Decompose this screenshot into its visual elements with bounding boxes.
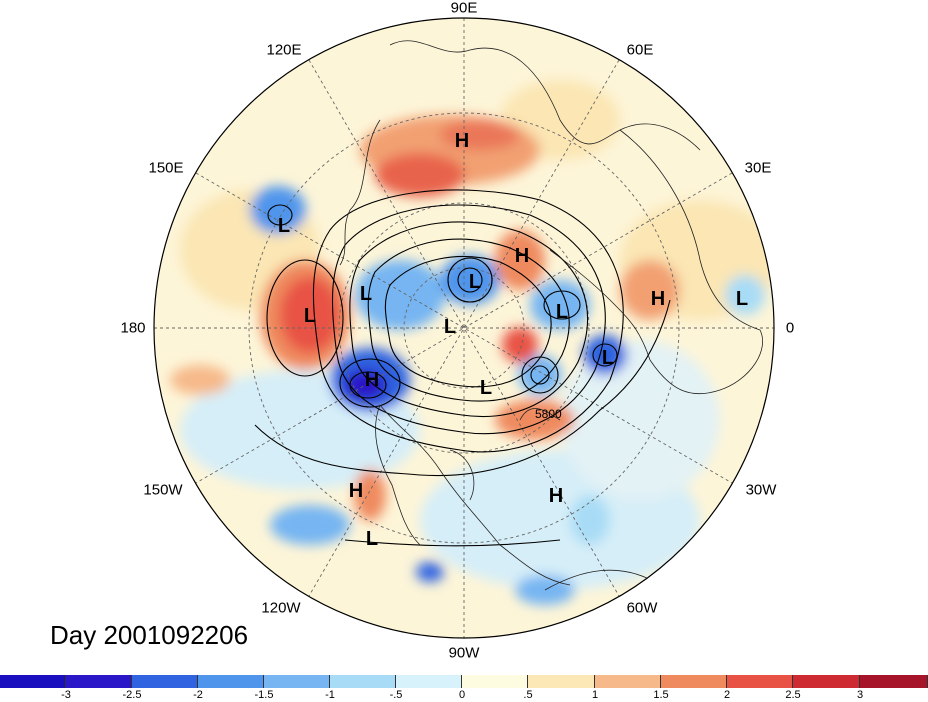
colorbar-tick-label: 3: [856, 689, 864, 701]
lon-label-60w: 60W: [626, 599, 658, 617]
lon-label-180: 180: [120, 319, 146, 337]
colorbar-tick-label: -1.5: [254, 689, 274, 701]
colorbar-swatch: [793, 675, 860, 688]
lon-label-120w: 120W: [261, 599, 301, 617]
colorbar-tick-label: 2: [723, 689, 731, 701]
lon-label-30e: 30E: [744, 159, 772, 177]
colorbar-swatch: [132, 675, 198, 688]
colorbar-tick-label: -3: [61, 689, 71, 701]
height-contours: [254, 189, 671, 547]
low-pressure-label: L: [304, 305, 316, 327]
colorbar-swatch: [462, 675, 528, 688]
high-pressure-label: H: [549, 485, 563, 507]
high-pressure-label: H: [365, 369, 379, 391]
low-pressure-label: L: [480, 377, 492, 399]
colorbar-swatch: [330, 675, 396, 688]
day-title: Day 2001092206: [50, 620, 249, 650]
colorbar-swatch: [396, 675, 462, 688]
low-pressure-label: L: [736, 288, 748, 310]
lon-label-150e: 150E: [148, 159, 184, 177]
high-pressure-label: H: [515, 245, 529, 267]
graticule: [154, 18, 774, 638]
colorbar-tick-label: 1: [591, 689, 599, 701]
map-boundary: [153, 17, 775, 639]
colorbar-swatch: [860, 675, 928, 688]
colorbar: -3 -2.5 -2 -1.5 -1 -.5 0 .5 1 1.5 2 2.5 3: [0, 675, 928, 702]
lon-label-120e: 120E: [266, 41, 302, 59]
high-pressure-label: H: [651, 288, 665, 310]
contour-label: 5800: [535, 407, 562, 421]
anomaly-field: [154, 18, 774, 638]
low-pressure-label: L: [366, 528, 378, 550]
low-pressure-label: L: [278, 215, 290, 237]
colorbar-swatch: [66, 675, 132, 688]
lon-label-60e: 60E: [626, 41, 654, 59]
lon-label-90e: 90E: [450, 0, 478, 17]
colorbar-tick-label: 2.5: [785, 689, 801, 701]
colorbar-swatch: [661, 675, 727, 688]
colorbar-swatch: [264, 675, 330, 688]
colorbar-tick-label: -.5: [389, 689, 403, 701]
colorbar-tick-label: 1.5: [653, 689, 669, 701]
low-pressure-label: L: [602, 347, 614, 369]
coastlines: [339, 40, 763, 591]
lon-label-90w: 90W: [448, 644, 480, 662]
low-pressure-label: L: [469, 271, 481, 293]
lon-label-0: 0: [785, 319, 795, 337]
colorbar-swatch: [0, 675, 66, 688]
high-pressure-label: H: [455, 130, 469, 152]
colorbar-swatch: [528, 675, 595, 688]
low-pressure-label: L: [444, 316, 456, 338]
colorbar-tick-label: -2: [193, 689, 203, 701]
low-pressure-label: L: [360, 283, 372, 305]
colorbar-swatch: [198, 675, 264, 688]
colorbar-swatch: [727, 675, 793, 688]
colorbar-tick-label: .5: [523, 689, 533, 701]
lon-label-150w: 150W: [143, 481, 183, 499]
lon-label-30w: 30W: [745, 481, 777, 499]
low-pressure-label: L: [556, 301, 568, 323]
colorbar-tick-label: 0: [458, 689, 466, 701]
colorbar-swatch: [595, 675, 661, 688]
polar-stereographic-map: H L H L L L L L H L L H L H H L 5800: [153, 17, 775, 639]
high-pressure-label: H: [349, 480, 363, 502]
pressure-centers-layer: H L H L L L L L H L L H L H H L: [278, 130, 748, 550]
colorbar-tick-label: -2.5: [122, 689, 142, 701]
colorbar-tick-label: -1: [325, 689, 335, 701]
